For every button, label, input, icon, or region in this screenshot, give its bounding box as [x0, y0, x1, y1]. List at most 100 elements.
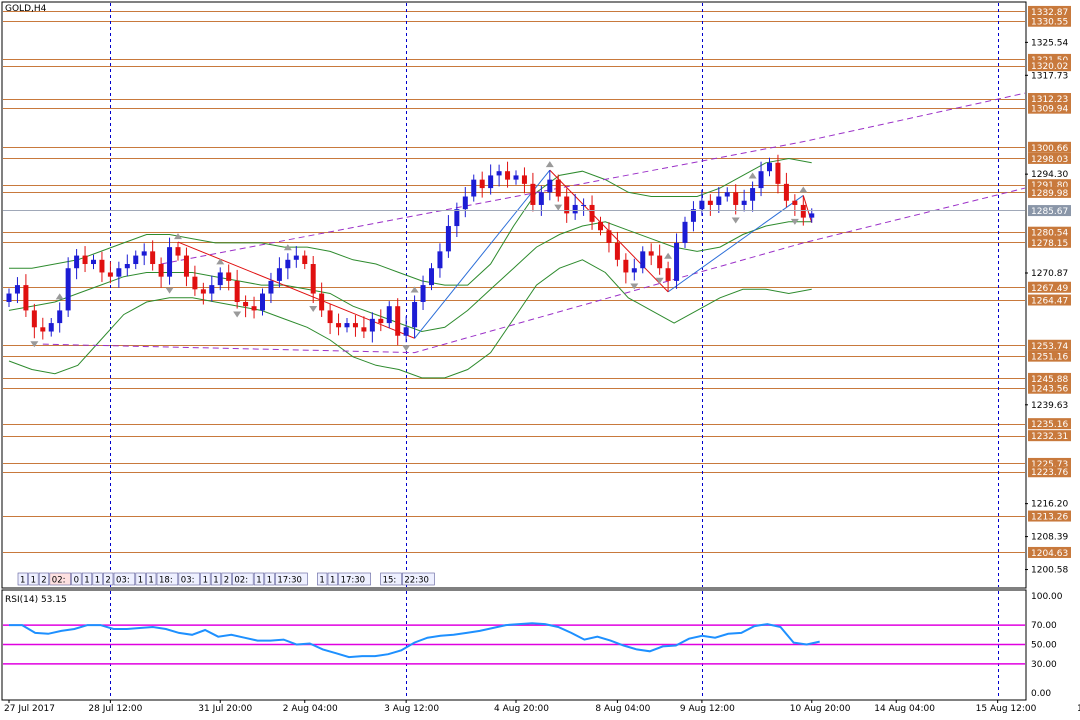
toolbar-chip[interactable]: [38, 572, 50, 586]
toolbar-chip[interactable]: [380, 572, 402, 586]
candle-bear: [183, 255, 189, 277]
level-label-bg: [1028, 382, 1071, 394]
candle-bear: [505, 171, 511, 180]
fractal-up-marker: [748, 172, 757, 179]
toolbar-chip[interactable]: [178, 572, 200, 586]
candle-bear: [336, 323, 342, 328]
candle-bear: [31, 310, 37, 328]
candle-bull: [462, 196, 468, 210]
rsi-indicator: 100.00 70.00 50.00 30.00 0.00: [3, 592, 1063, 699]
toolbar-chip[interactable]: [71, 572, 82, 586]
price-levels: [3, 11, 1025, 553]
candle-bull: [716, 196, 722, 205]
toolbar-chip[interactable]: [113, 572, 136, 586]
channel-line: [42, 187, 1026, 354]
fractal-down-marker: [165, 287, 174, 294]
candle-bear: [319, 293, 325, 311]
candle-bear: [251, 306, 257, 311]
zigzag-segment: [414, 169, 551, 339]
toolbar-chip[interactable]: [92, 572, 103, 586]
toolbar-chip[interactable]: [146, 572, 157, 586]
time-label: 27 Jul 2017: [4, 704, 55, 714]
toolbar-chip-label: 1: [267, 576, 272, 586]
toolbar-chip[interactable]: [327, 572, 338, 586]
level-label: 1223.76: [1031, 468, 1068, 478]
toolbar-chip-label: 1: [330, 576, 335, 586]
toolbar-chip[interactable]: [210, 572, 222, 586]
candle-bull: [412, 301, 418, 328]
toolbar-chip[interactable]: [135, 572, 146, 586]
current-price-bg: [1028, 205, 1071, 217]
level-label: 1280.54: [1031, 229, 1068, 239]
time-label: 10 Aug 20:00: [790, 704, 851, 714]
candle-bull: [91, 259, 96, 265]
candle-bull: [74, 255, 80, 269]
toolbar-chip[interactable]: [221, 572, 232, 586]
candle-bear: [589, 204, 595, 222]
level-label: 1289.98: [1031, 189, 1068, 199]
level-label: 1251.16: [1031, 353, 1068, 363]
toolbar-chip[interactable]: [17, 572, 28, 586]
candle-bear: [310, 264, 316, 294]
level-label: 1264.47: [1031, 296, 1068, 306]
level-label-bg: [1028, 430, 1071, 442]
level-label: 1267.49: [1031, 284, 1068, 294]
level-label-bg: [1028, 186, 1071, 198]
toolbar-chip[interactable]: [317, 572, 328, 586]
toolbar-chip[interactable]: [275, 572, 308, 586]
toolbar-chip[interactable]: [103, 572, 114, 586]
indicator-toolbar[interactable]: 1 1 2 02: 0 1 1 2 03: 1 1 18: 03: 1 1 2 02: 1 1 17:30 1 1 17:3…: [17, 572, 435, 586]
toolbar-chip[interactable]: [81, 572, 93, 586]
level-label-bg: [1028, 339, 1071, 351]
fractal-down-marker: [30, 341, 39, 348]
fractal-down-marker: [554, 204, 563, 211]
toolbar-chip[interactable]: [264, 572, 275, 586]
toolbar-chip[interactable]: [49, 572, 71, 586]
candle-bear: [23, 285, 29, 311]
toolbar-chip-label: 2: [224, 576, 229, 586]
toolbar-chip-label: 1: [203, 576, 208, 586]
candle-bull: [572, 204, 578, 214]
toolbar-chip[interactable]: [402, 572, 435, 586]
toolbar-chip[interactable]: [253, 572, 265, 586]
candle-bear: [707, 200, 713, 205]
candle-bull: [65, 268, 71, 311]
toolbar-chip[interactable]: [338, 572, 371, 586]
symbol-label: GOLD,H4: [5, 4, 47, 14]
candle-bull: [276, 268, 282, 281]
candle-bear: [657, 255, 663, 269]
time-label: 8 Aug 04:00: [595, 704, 650, 714]
rsi-line: [9, 622, 820, 659]
candle-bear: [40, 327, 46, 332]
toolbar-chip-label: 17:30: [341, 576, 366, 586]
candle-bear: [479, 179, 485, 189]
level-label-bg: [1028, 457, 1071, 469]
fractal-up-marker: [799, 186, 808, 193]
toolbar-chip[interactable]: [28, 572, 39, 586]
toolbar-chip[interactable]: [232, 572, 254, 586]
level-label: 1330.55: [1031, 18, 1068, 28]
fractal-up-marker: [664, 252, 673, 259]
candle-bear: [243, 301, 249, 307]
toolbar-chip[interactable]: [156, 572, 179, 586]
axis-tick-label: 1294.30: [1031, 170, 1068, 180]
level-label: 1278.15: [1031, 239, 1068, 249]
axis-tick-label: 1208.39: [1031, 533, 1068, 543]
candle-bear: [395, 306, 401, 336]
candle-bull: [268, 280, 274, 294]
fractal-up-marker: [410, 286, 419, 293]
candle-bull: [809, 213, 815, 218]
candle-bear: [648, 251, 654, 256]
toolbar-chip[interactable]: [200, 572, 211, 586]
level-label-bg: [1028, 372, 1071, 384]
level-label-bg: [1028, 546, 1071, 558]
rsi-panel-frame: [1, 589, 1027, 701]
candle-bear: [598, 221, 603, 231]
fractal-down-marker: [790, 218, 799, 225]
axis-tick-label: 1216.20: [1031, 500, 1068, 510]
candle-bull: [454, 209, 460, 227]
candle-bull: [217, 272, 223, 286]
toolbar-chip-label: 1: [148, 576, 153, 586]
candle-bull: [631, 268, 637, 273]
